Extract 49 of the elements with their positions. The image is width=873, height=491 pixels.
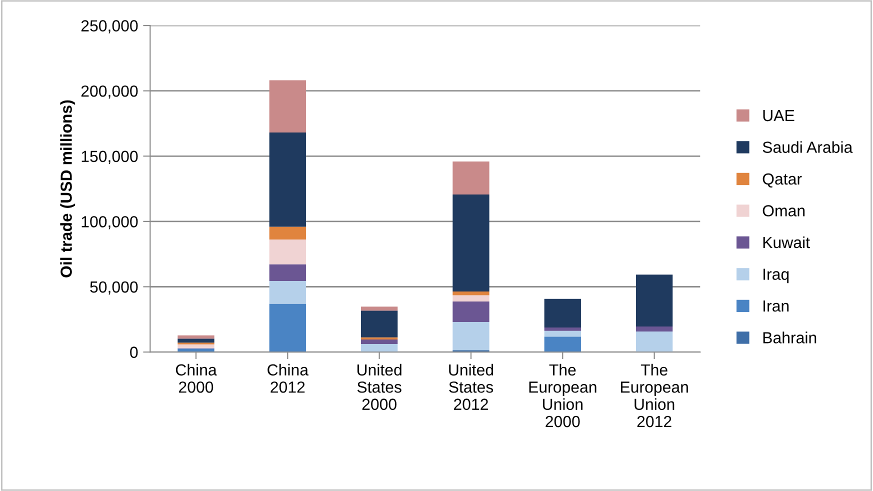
legend-label: UAE (763, 110, 794, 122)
x-tick-label: The European Union 2000 (529, 364, 596, 428)
bar (544, 327, 581, 331)
bar (269, 132, 306, 227)
bar (269, 304, 306, 352)
bar (360, 337, 398, 340)
bar (360, 306, 398, 311)
bar (269, 226, 306, 240)
bar (360, 344, 398, 352)
bar (269, 80, 306, 132)
bar (636, 326, 673, 332)
bar (452, 295, 490, 302)
legend-label: Oman (762, 205, 805, 216)
bar (452, 291, 490, 296)
bar (544, 336, 581, 352)
bar (636, 332, 673, 352)
bar (360, 340, 398, 344)
y-tick-label: 150,000 (82, 150, 138, 164)
legend-label: Iran (764, 300, 789, 312)
y-tick-label: 100,000 (82, 216, 138, 230)
x-tick-label: United States 2000 (357, 364, 402, 410)
x-tick-label: United States 2012 (449, 364, 494, 410)
bar (452, 322, 490, 350)
legend-label: Bahrain (763, 332, 816, 344)
bar (452, 194, 490, 292)
bar (178, 344, 214, 348)
legend-label: Kuwait (763, 236, 810, 248)
x-tick-label: China 2000 (176, 364, 217, 393)
bar (269, 239, 306, 264)
bar (544, 330, 581, 337)
y-tick-label: 250,000 (81, 20, 138, 34)
x-tick-label: China 2012 (268, 364, 309, 393)
legend-label: Saudi Arabia (762, 141, 853, 153)
bar (269, 280, 306, 304)
bar (452, 161, 490, 195)
bar (636, 274, 673, 326)
y-tick-label: 200,000 (81, 85, 138, 99)
bar (178, 338, 214, 343)
legend-label: Iraq (764, 268, 789, 284)
y-tick-label: 50,000 (90, 281, 138, 295)
bar (452, 302, 490, 322)
x-tick-label: The European Union 2012 (620, 364, 688, 428)
bar (178, 335, 214, 339)
bar (269, 264, 306, 281)
bar (544, 298, 581, 328)
legend-label: Qatar (762, 173, 802, 188)
y-tick-label: 0 (130, 346, 138, 358)
y-axis-title: Oil trade (USD millions) (60, 100, 76, 278)
bar (360, 310, 398, 338)
